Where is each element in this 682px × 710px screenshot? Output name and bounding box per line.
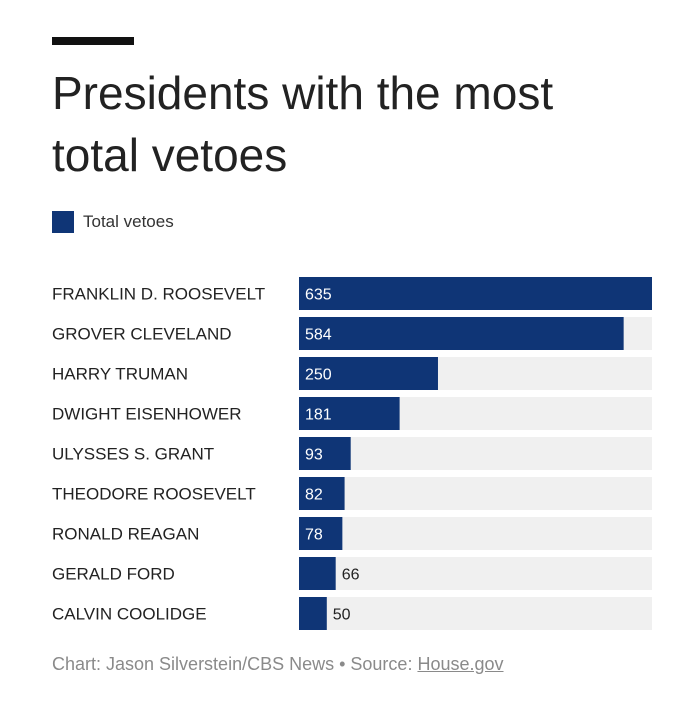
bar-value-label: 66 bbox=[342, 567, 360, 584]
bar-track bbox=[299, 557, 652, 590]
bar-value-label: 78 bbox=[305, 527, 323, 544]
category-label: CALVIN COOLIDGE bbox=[52, 605, 207, 624]
category-label: DWIGHT EISENHOWER bbox=[52, 405, 242, 424]
bar bbox=[299, 437, 351, 470]
bar-value-label: 635 bbox=[305, 287, 332, 304]
bar-track bbox=[299, 517, 652, 550]
bar-track bbox=[299, 597, 652, 630]
title-accent-rule bbox=[52, 37, 134, 45]
bar bbox=[299, 557, 336, 590]
bar bbox=[299, 317, 624, 350]
bar-row: THEODORE ROOSEVELT 82 bbox=[52, 477, 652, 510]
source-link[interactable]: House.gov bbox=[417, 654, 504, 674]
credit-text: Chart: Jason Silverstein/CBS News • Sour… bbox=[52, 654, 418, 674]
bar-row: GERALD FORD 66 bbox=[52, 557, 652, 590]
category-label: FRANKLIN D. ROOSEVELT bbox=[52, 285, 265, 304]
bar bbox=[299, 397, 400, 430]
bar bbox=[299, 357, 438, 390]
category-label: GROVER CLEVELAND bbox=[52, 325, 232, 344]
bar bbox=[299, 477, 345, 510]
bar-row: ULYSSES S. GRANT 93 bbox=[52, 437, 652, 470]
bar-track bbox=[299, 437, 652, 470]
bar-value-label: 82 bbox=[305, 487, 323, 504]
bar bbox=[299, 597, 327, 630]
bar-row: CALVIN COOLIDGE 50 bbox=[52, 597, 652, 630]
bar-row: FRANKLIN D. ROOSEVELT 635 bbox=[52, 277, 652, 310]
bar-track bbox=[299, 477, 652, 510]
bar bbox=[299, 277, 652, 310]
legend-swatch bbox=[52, 211, 74, 233]
legend-label: Total vetoes bbox=[83, 212, 174, 231]
bar-row: HARRY TRUMAN 250 bbox=[52, 357, 652, 390]
bar-value-label: 250 bbox=[305, 367, 332, 384]
category-label: RONALD REAGAN bbox=[52, 525, 199, 544]
bar-value-label: 584 bbox=[305, 327, 332, 344]
category-label: THEODORE ROOSEVELT bbox=[52, 485, 256, 504]
category-label: HARRY TRUMAN bbox=[52, 365, 188, 384]
bar-value-label: 181 bbox=[305, 407, 332, 424]
bar bbox=[299, 517, 343, 550]
legend: Total vetoes bbox=[52, 210, 174, 234]
bar-row: DWIGHT EISENHOWER 181 bbox=[52, 397, 652, 430]
chart-title: Presidents with the most total vetoes bbox=[52, 67, 554, 181]
bar-row: GROVER CLEVELAND 584 bbox=[52, 317, 652, 350]
bar-row: RONALD REAGAN 78 bbox=[52, 517, 652, 550]
bar-value-label: 50 bbox=[333, 607, 351, 624]
category-label: ULYSSES S. GRANT bbox=[52, 445, 214, 464]
bar-value-label: 93 bbox=[305, 447, 323, 464]
chart-footer: Chart: Jason Silverstein/CBS News • Sour… bbox=[52, 654, 504, 675]
category-label: GERALD FORD bbox=[52, 565, 175, 584]
